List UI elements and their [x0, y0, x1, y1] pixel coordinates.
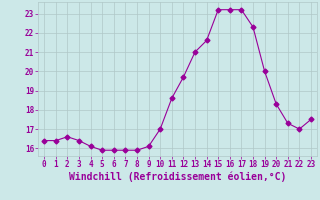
- X-axis label: Windchill (Refroidissement éolien,°C): Windchill (Refroidissement éolien,°C): [69, 172, 286, 182]
